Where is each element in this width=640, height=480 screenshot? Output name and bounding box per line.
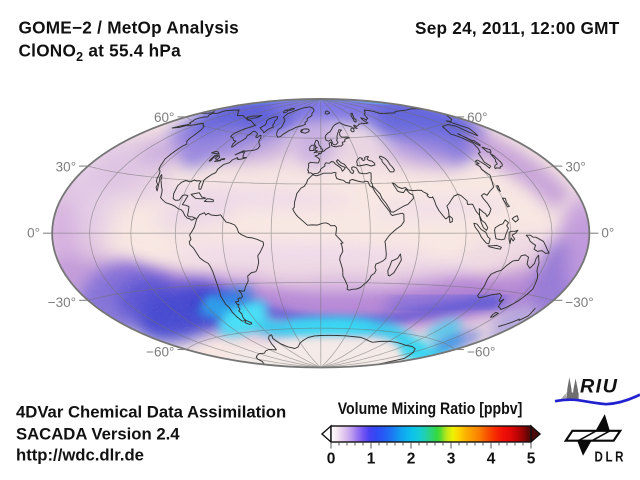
svg-text:−30°: −30° [565,295,593,310]
svg-text:Sep 24, 2011, 12:00 GMT: Sep 24, 2011, 12:00 GMT [415,18,620,38]
svg-text:30°: 30° [565,160,585,175]
svg-text:0°: 0° [27,226,40,241]
svg-text:DLR: DLR [595,448,627,465]
svg-text:5: 5 [527,450,536,467]
svg-text:Volume Mixing Ratio [ppbv]: Volume Mixing Ratio [ppbv] [338,400,523,418]
svg-text:−60°: −60° [146,345,174,360]
svg-text:30°: 30° [56,160,76,175]
svg-text:GOME−2 / MetOp Analysis: GOME−2 / MetOp Analysis [19,17,240,37]
svg-text:1: 1 [367,450,376,467]
svg-text:4: 4 [487,450,496,467]
svg-text:60°: 60° [154,110,174,125]
svg-text:http://wdc.dlr.de: http://wdc.dlr.de [16,446,144,465]
svg-text:3: 3 [447,450,456,467]
svg-text:SACADA Version 2.4: SACADA Version 2.4 [16,425,180,444]
svg-text:2: 2 [407,450,416,467]
svg-text:4DVar Chemical Data Assimilati: 4DVar Chemical Data Assimilation [16,403,286,422]
svg-text:0°: 0° [601,226,614,241]
svg-text:ClONO2 at 55.4 hPa: ClONO2 at 55.4 hPa [19,41,182,65]
svg-text:RIU: RIU [580,375,618,397]
svg-text:−30°: −30° [48,295,76,310]
svg-text:60°: 60° [467,110,487,125]
svg-text:−60°: −60° [467,345,495,360]
svg-text:0: 0 [327,450,336,467]
